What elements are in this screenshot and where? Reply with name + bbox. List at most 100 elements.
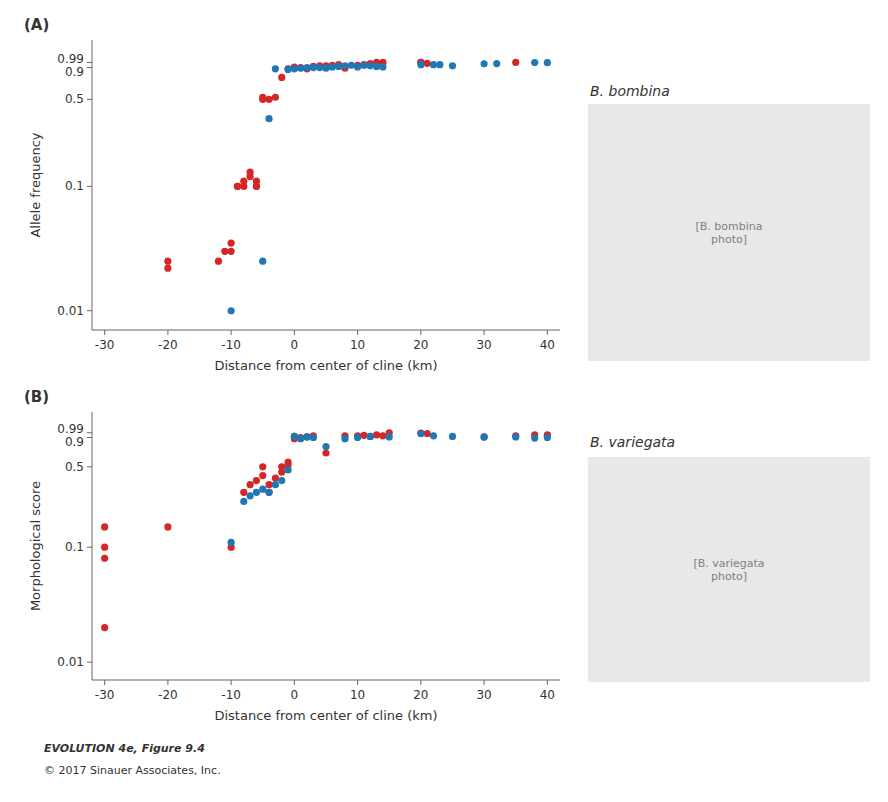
point — [259, 472, 266, 479]
x-tick — [547, 680, 548, 685]
panel-label: (A) — [24, 16, 49, 34]
text-line: photo] — [711, 570, 747, 583]
y-tick — [87, 99, 92, 100]
point — [253, 489, 260, 496]
point — [265, 115, 272, 122]
photo-placeholder — [588, 104, 870, 361]
point — [341, 62, 348, 69]
species-label: B. bombina — [590, 83, 670, 99]
point — [284, 466, 291, 473]
point — [360, 61, 367, 68]
point — [348, 62, 355, 69]
point — [259, 463, 266, 470]
y-tick-label: 0.9 — [65, 435, 84, 449]
point — [284, 66, 291, 73]
x-tick — [167, 330, 168, 335]
x-tick-label: -20 — [158, 338, 178, 352]
point — [272, 94, 279, 101]
point — [278, 74, 285, 81]
y-tick — [87, 186, 92, 187]
point — [544, 59, 551, 66]
point — [265, 489, 272, 496]
point — [284, 458, 291, 465]
point — [228, 539, 235, 546]
point — [493, 60, 500, 67]
point — [367, 433, 374, 440]
point — [417, 430, 424, 437]
point — [373, 63, 380, 70]
y-tick-label: 0.1 — [65, 179, 84, 193]
point — [265, 481, 272, 488]
point — [512, 59, 519, 66]
panel-label: (B) — [24, 388, 49, 406]
x-tick-label: 40 — [540, 338, 555, 352]
x-tick — [294, 680, 295, 685]
point — [240, 178, 247, 185]
photo-placeholder — [588, 457, 870, 682]
point — [322, 65, 329, 72]
photo-placeholder-text: [B. bombinaphoto] — [695, 219, 762, 245]
point — [164, 523, 171, 530]
y-tick — [87, 310, 92, 311]
point — [544, 434, 551, 441]
point — [297, 64, 304, 71]
x-axis-label: Distance from center of cline (km) — [214, 358, 437, 373]
y-axis-label: Allele frequency — [28, 132, 43, 237]
point — [512, 433, 519, 440]
x-tick — [484, 680, 485, 685]
point — [291, 65, 298, 72]
x-tick — [547, 330, 548, 335]
point — [430, 432, 437, 439]
point — [386, 433, 393, 440]
x-tick — [484, 330, 485, 335]
point — [373, 431, 380, 438]
x-tick-label: 40 — [540, 688, 555, 702]
points — [101, 429, 551, 631]
y-tick-label: 0.01 — [57, 655, 84, 669]
point — [278, 463, 285, 470]
panel: -30-20-100102030400.010.10.50.90.99Dista… — [24, 388, 560, 723]
point — [303, 433, 310, 440]
point — [215, 258, 222, 265]
point — [360, 432, 367, 439]
y-tick-label: 0.01 — [57, 304, 84, 318]
point — [291, 433, 298, 440]
point — [101, 555, 108, 562]
point — [531, 434, 538, 441]
point — [265, 489, 272, 496]
text-line: [B. bombina — [695, 219, 762, 232]
x-tick-label: 30 — [476, 688, 491, 702]
text-line: [B. variegata — [693, 556, 764, 569]
point — [481, 433, 488, 440]
point — [310, 64, 317, 71]
point — [310, 434, 317, 441]
point — [417, 61, 424, 68]
x-tick — [231, 330, 232, 335]
caption: © 2017 Sinauer Associates, Inc. — [44, 764, 221, 777]
y-axis-line — [92, 412, 93, 680]
point — [101, 523, 108, 530]
species-label: B. variegata — [590, 434, 675, 450]
point — [367, 433, 374, 440]
point — [449, 433, 456, 440]
x-tick — [104, 680, 105, 685]
point — [101, 544, 108, 551]
point — [424, 60, 431, 67]
x-axis-line — [92, 680, 560, 681]
y-tick — [87, 466, 92, 467]
y-tick — [87, 62, 92, 63]
point — [101, 624, 108, 631]
point — [265, 96, 272, 103]
point — [272, 474, 279, 481]
point — [303, 433, 310, 440]
point — [278, 477, 285, 484]
point — [228, 248, 235, 255]
x-tick — [357, 680, 358, 685]
point — [354, 63, 361, 70]
x-tick — [167, 680, 168, 685]
point — [430, 61, 437, 68]
y-tick-label: 0.1 — [65, 540, 84, 554]
text-line: photo] — [711, 233, 747, 246]
point — [240, 489, 247, 496]
point — [284, 65, 291, 72]
